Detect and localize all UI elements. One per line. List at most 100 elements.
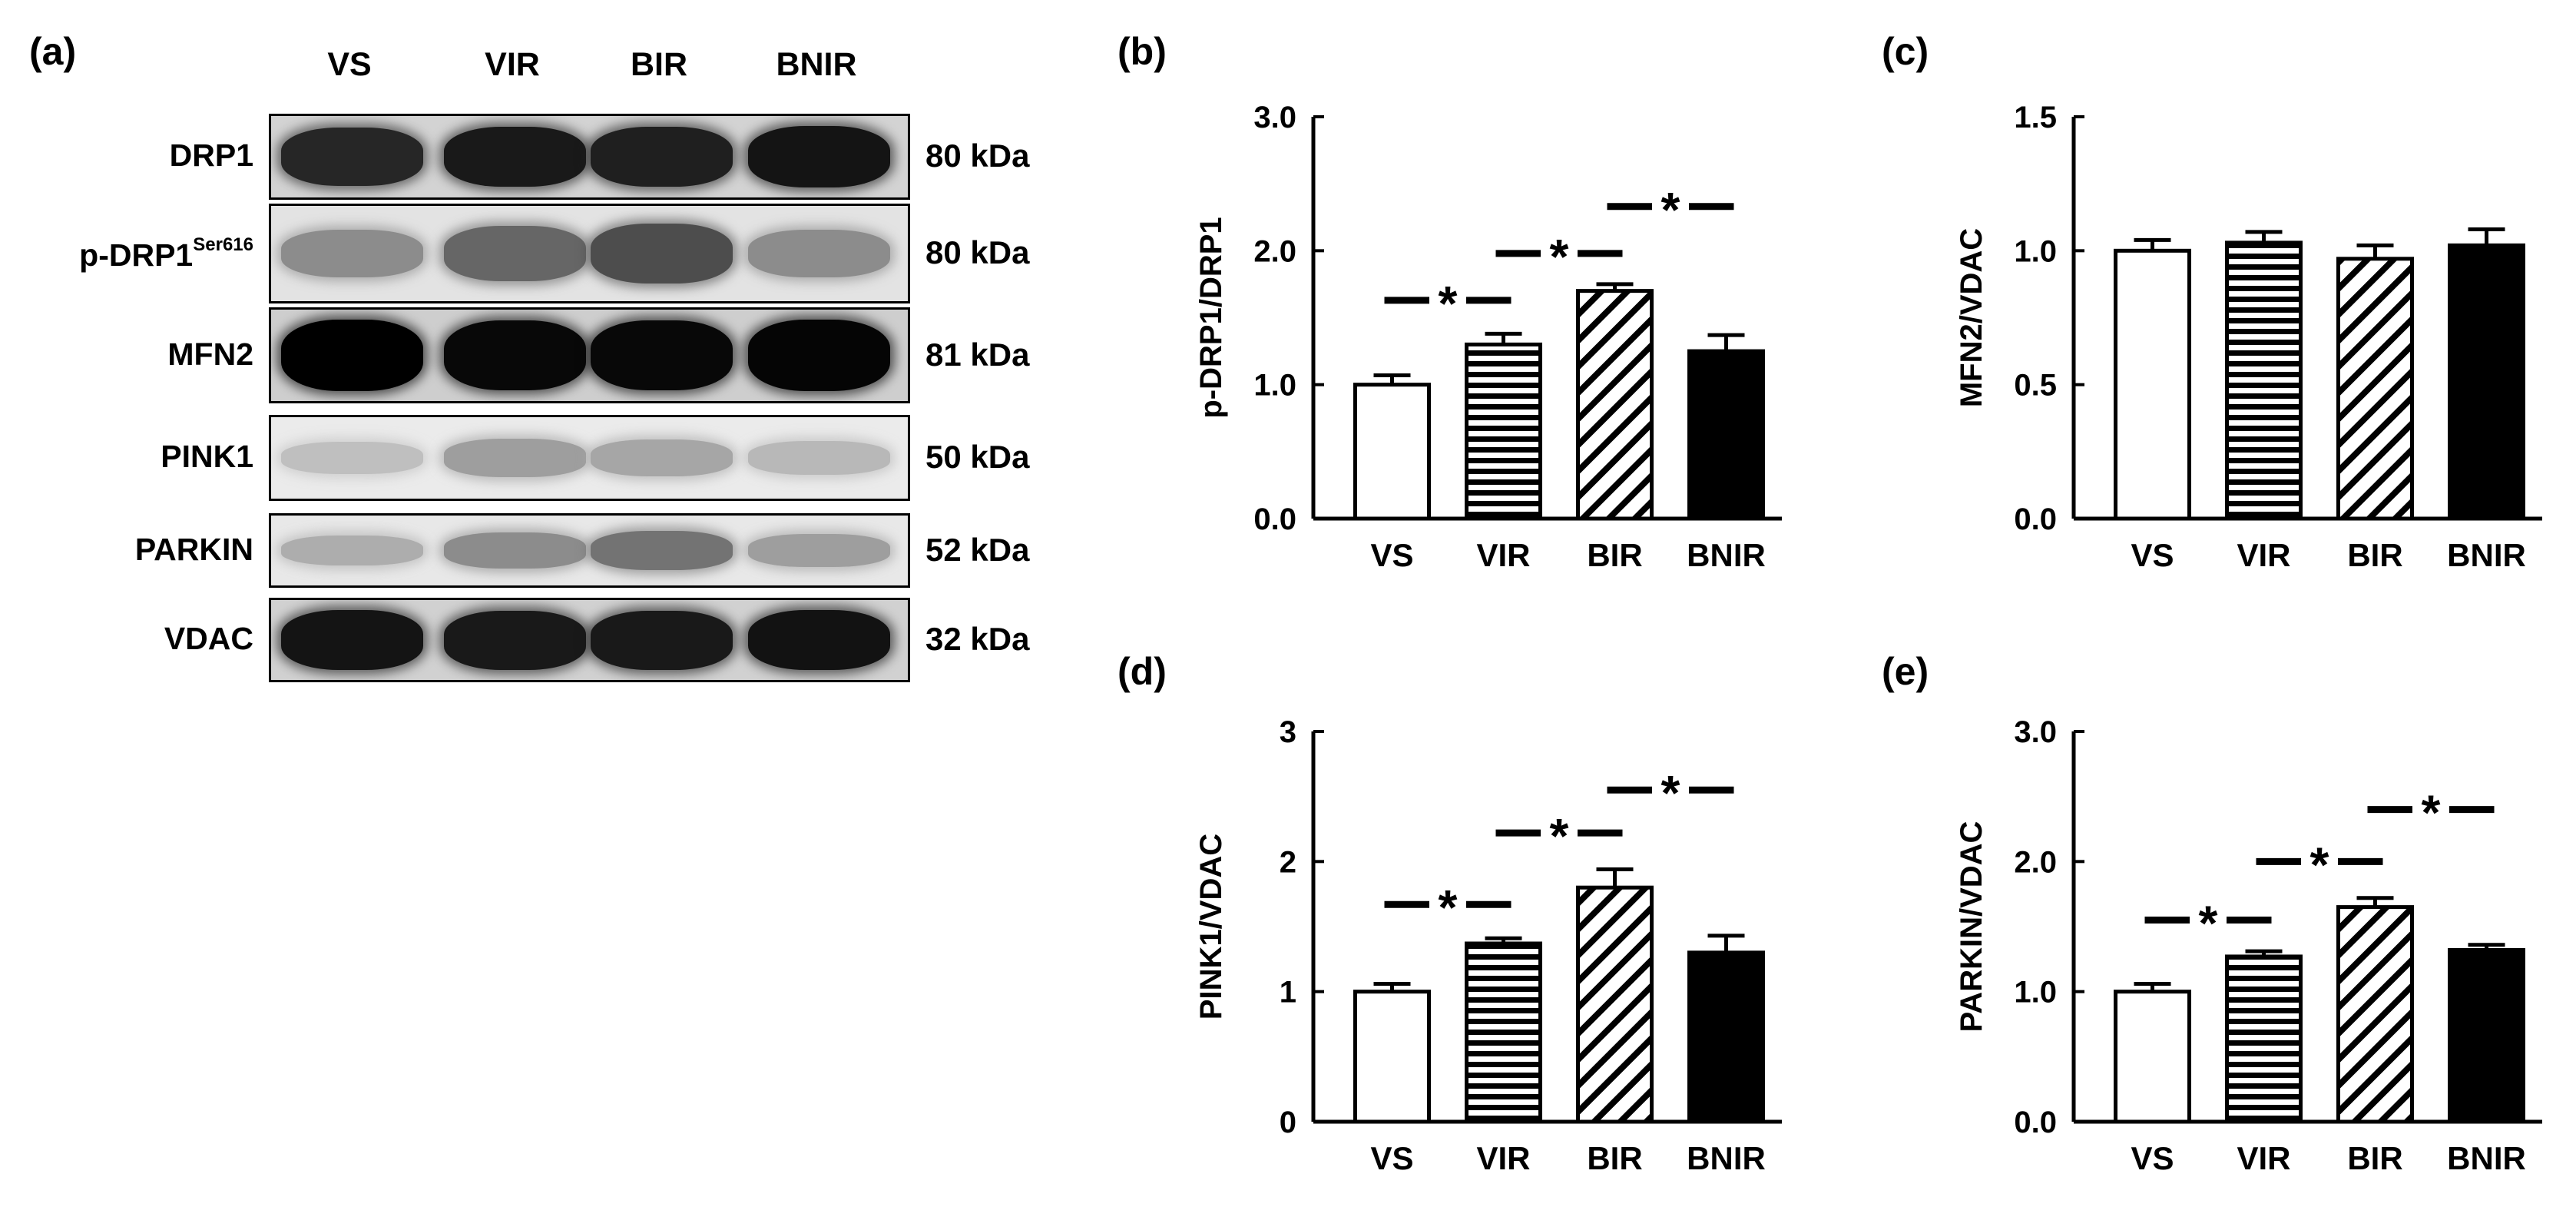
blot-row-mfn2 xyxy=(269,307,910,403)
panel-label-e: (e) xyxy=(1882,650,1929,693)
blot-band xyxy=(280,442,423,474)
blot-size-label: 80 kDa xyxy=(925,234,1030,270)
bar xyxy=(2448,243,2525,521)
y-tick-label: 0 xyxy=(1280,1106,1296,1139)
blot-band xyxy=(747,609,890,671)
blot-lane-label: VIR xyxy=(485,46,540,83)
significance-star: * xyxy=(1550,808,1569,864)
y-axis-label: PINK1/VDAC xyxy=(1194,834,1228,1020)
blot-row-pink1 xyxy=(269,415,910,501)
y-tick-label: 3 xyxy=(1280,715,1296,749)
blot-band xyxy=(747,320,890,391)
bar xyxy=(2448,947,2525,1124)
blot-protein-label: PARKIN xyxy=(8,532,253,568)
blot-band xyxy=(443,320,586,391)
blot-band xyxy=(443,226,586,281)
blot-band xyxy=(443,126,586,187)
y-tick-label: 0.0 xyxy=(2014,502,2057,536)
y-tick-label: 0.0 xyxy=(1253,502,1296,536)
y-tick-label: 1.5 xyxy=(2014,101,2057,134)
y-axis-label: MFN2/VDAC xyxy=(1955,228,1988,407)
significance-star: * xyxy=(1439,880,1458,935)
bar-chart-mfn2: 0.0 0.5 1.0 1.5 MFN2/VDAC VS VIR BIR BNIR xyxy=(1955,101,2542,573)
blot-band xyxy=(747,534,890,567)
significance-star: * xyxy=(1439,276,1458,331)
y-tick-label: 0.5 xyxy=(2014,369,2057,403)
y-axis-label: PARKIN/VDAC xyxy=(1955,821,1988,1033)
significance-star: * xyxy=(1661,765,1680,821)
x-tick-label: VS xyxy=(1370,1140,1413,1176)
blot-row-p-drp1 xyxy=(269,204,910,303)
panel-label-b: (b) xyxy=(1117,30,1167,73)
significance-star: * xyxy=(2310,837,2329,892)
blot-band xyxy=(280,319,423,392)
y-tick-label: 1.0 xyxy=(2014,234,2057,268)
blot-band xyxy=(590,610,733,670)
y-tick-label: 3.0 xyxy=(2014,715,2057,749)
blot-band xyxy=(747,230,890,277)
bar xyxy=(1353,990,1431,1124)
blot-band xyxy=(747,126,890,187)
bar xyxy=(2336,905,2414,1124)
blot-protein-name: DRP1 xyxy=(169,138,253,173)
bar xyxy=(1465,941,1542,1124)
blot-row-vdac xyxy=(269,598,910,682)
y-tick-label: 2.0 xyxy=(1253,234,1296,268)
blot-band xyxy=(590,439,733,476)
panel-label-d: (d) xyxy=(1117,650,1167,693)
blot-lane-label: BNIR xyxy=(776,46,857,83)
significance-star: * xyxy=(1661,182,1680,237)
blot-protein-label: PINK1 xyxy=(8,439,253,475)
y-tick-label: 1.0 xyxy=(2014,976,2057,1010)
bar xyxy=(2114,990,2191,1124)
blot-protein-name: MFN2 xyxy=(167,336,253,372)
bar xyxy=(1465,342,1542,521)
bar xyxy=(1687,950,1765,1124)
blot-protein-superscript: Ser616 xyxy=(193,234,253,255)
x-tick-label: BNIR xyxy=(2447,1140,2526,1176)
x-tick-label: VIR xyxy=(1476,537,1530,573)
blot-row-parkin xyxy=(269,513,910,588)
blot-band xyxy=(590,531,733,570)
blot-band xyxy=(280,609,423,671)
y-axis-label: p-DRP1/DRP1 xyxy=(1194,217,1228,418)
x-tick-label: VS xyxy=(1370,537,1413,573)
blot-band xyxy=(443,439,586,477)
x-tick-label: VIR xyxy=(1476,1140,1530,1176)
blot-size-label: 50 kDa xyxy=(925,439,1030,475)
bar xyxy=(1687,349,1765,521)
bar xyxy=(1576,885,1654,1124)
x-tick-label: BIR xyxy=(2347,537,2402,573)
x-tick-label: VIR xyxy=(2237,1140,2290,1176)
blot-protein-name: PINK1 xyxy=(161,439,253,474)
bar-chart-parkin: 0.0 1.0 2.0 3.0 PARKIN/VDAC VS VIR BIR BNIR * * * xyxy=(1955,715,2542,1176)
blot-band xyxy=(280,535,423,566)
bar-chart-p-drp1: 0.0 1.0 2.0 3.0 p-DRP1/DRP1 VS VIR BIR BNIR * * * xyxy=(1194,101,1782,573)
y-tick-label: 0.0 xyxy=(2014,1106,2057,1139)
blot-band xyxy=(443,532,586,569)
x-tick-label: BIR xyxy=(2347,1140,2402,1176)
bar xyxy=(1576,289,1654,521)
blot-size-label: 52 kDa xyxy=(925,531,1030,568)
blot-size-label: 32 kDa xyxy=(925,621,1030,657)
bar xyxy=(2114,248,2191,521)
x-tick-label: BNIR xyxy=(2447,537,2526,573)
x-tick-label: BIR xyxy=(1587,537,1642,573)
y-tick-label: 1 xyxy=(1280,976,1296,1010)
panel-label-a: (a) xyxy=(29,30,77,73)
blot-protein-label: p-DRP1Ser616 xyxy=(8,234,253,274)
blot-protein-name: PARKIN xyxy=(134,531,253,567)
blot-lane-label: BIR xyxy=(630,46,688,83)
y-tick-label: 2.0 xyxy=(2014,845,2057,879)
significance-star: * xyxy=(2199,896,2218,951)
blot-protein-label: DRP1 xyxy=(8,138,253,174)
y-tick-label: 3.0 xyxy=(1253,101,1296,134)
blot-band xyxy=(590,224,733,284)
blot-lane-label: VS xyxy=(327,46,372,83)
blot-band xyxy=(590,320,733,391)
bar-chart-pink1: 0 1 2 3 PINK1/VDAC VS VIR BIR BNIR * * * xyxy=(1194,715,1782,1176)
bar xyxy=(1353,383,1431,521)
blot-protein-label: MFN2 xyxy=(8,337,253,373)
blot-row-drp1 xyxy=(269,114,910,200)
significance-star: * xyxy=(2422,785,2441,841)
